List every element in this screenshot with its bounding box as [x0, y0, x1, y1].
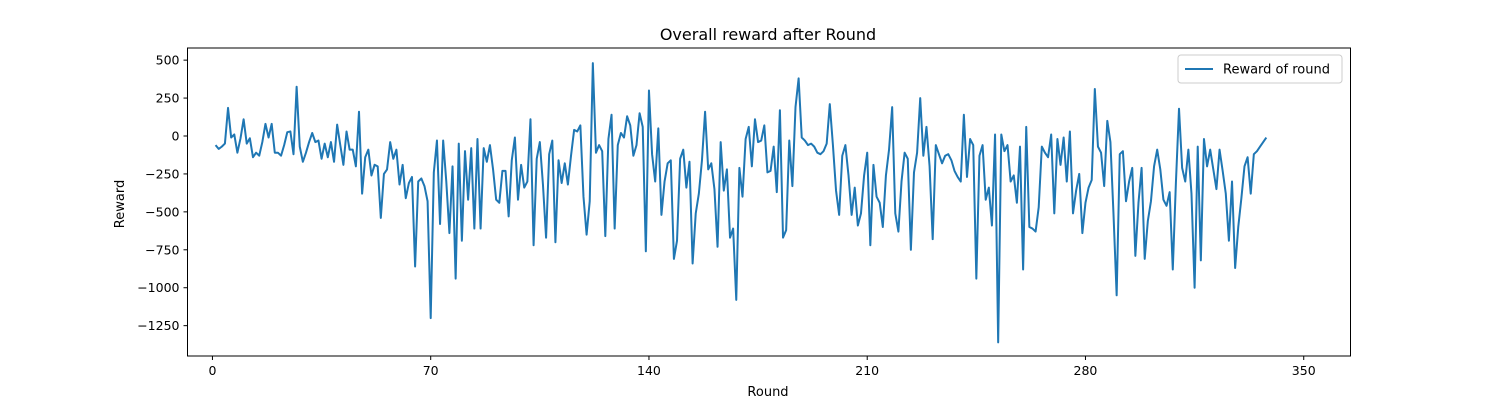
chart-title: Overall reward after Round: [660, 25, 876, 44]
x-tick-label: 140: [637, 363, 661, 378]
y-tick-label: 250: [156, 91, 180, 106]
x-tick-label: 70: [423, 363, 439, 378]
y-tick-label: −250: [145, 166, 179, 181]
x-tick-label: 210: [855, 363, 879, 378]
y-tick-label: 500: [156, 53, 180, 68]
legend: Reward of round: [1177, 54, 1343, 84]
y-tick-label: −1000: [137, 280, 179, 295]
x-axis: 0 70 140 210 280 350: [208, 356, 1316, 378]
x-tick-label: 280: [1074, 363, 1098, 378]
y-tick-label: −1250: [137, 318, 179, 333]
y-axis-label: Reward: [113, 180, 128, 228]
x-axis-label: Round: [747, 385, 788, 400]
y-tick-label: −500: [145, 204, 179, 219]
legend-box: [1177, 54, 1343, 84]
x-tick-label: 0: [208, 363, 216, 378]
plot-area: [214, 62, 1268, 344]
y-axis: 500 250 0 −250 −500 −750 −1000 −1250: [137, 53, 188, 333]
series-line-0: [214, 62, 1268, 344]
legend-label: Reward of round: [1223, 63, 1330, 78]
x-tick-label: 350: [1292, 363, 1316, 378]
y-tick-label: −750: [145, 242, 179, 257]
plot-frame: [187, 47, 1351, 357]
y-tick-label: 0: [172, 129, 180, 144]
